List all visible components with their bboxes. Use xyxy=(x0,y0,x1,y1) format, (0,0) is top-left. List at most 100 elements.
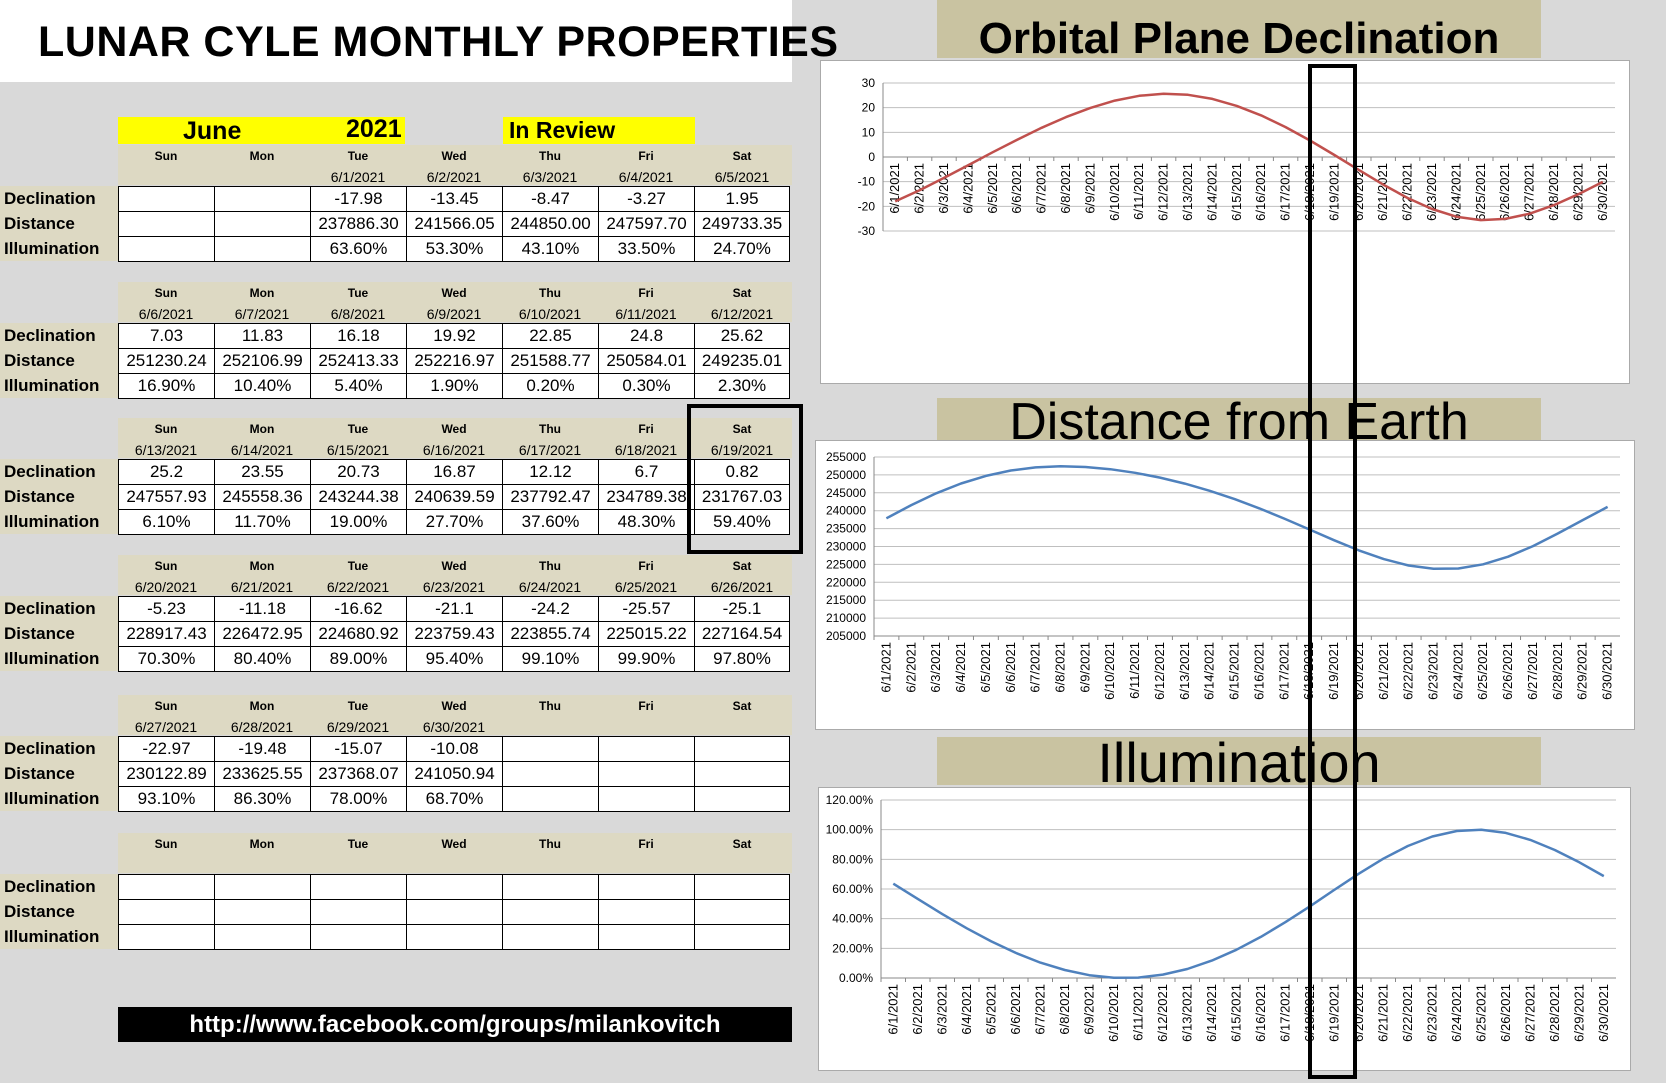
x-tick-label: 6/11/2021 xyxy=(1130,984,1145,1041)
cell-distance: 251230.24 xyxy=(118,348,214,373)
cell-declination: 16.87 xyxy=(406,459,502,484)
chart-distance-svg: 255000 250000 245000 240000 235000 230000 2250… xyxy=(826,450,1620,700)
y-tick-label: 210000 xyxy=(826,611,866,625)
day-name: Thu xyxy=(539,422,561,436)
x-tick-label: 6/4/2021 xyxy=(959,984,974,1035)
x-tick-label: 6/22/2021 xyxy=(1400,163,1415,221)
cell-declination xyxy=(694,874,790,899)
day-name: Sun xyxy=(154,837,178,851)
y-tick-label: 60.00% xyxy=(832,882,873,896)
y-tick-label: 245000 xyxy=(826,486,866,500)
cell-distance: 225015.22 xyxy=(598,621,694,646)
cell-distance: 251588.77 xyxy=(502,348,598,373)
cell-illumination: 0.20% xyxy=(502,373,598,399)
row-label-illumination: Illumination xyxy=(0,236,118,261)
x-tick-label: 6/7/2021 xyxy=(1028,642,1043,693)
day-name: Sun xyxy=(154,559,178,573)
day-name: Sat xyxy=(732,149,752,163)
cell-illumination: 5.40% xyxy=(310,373,406,399)
day-name: Sun xyxy=(154,286,178,300)
week-header: Sun 6/20/2021 Mon 6/21/2021 Tue 6/22/2021 Wed 6… xyxy=(118,555,792,595)
cell-declination: 16.18 xyxy=(310,323,406,348)
x-tick-label: 6/29/2021 xyxy=(1570,163,1585,221)
cell-declination: -8.47 xyxy=(502,186,598,211)
cell-illumination: 63.60% xyxy=(310,236,406,262)
x-tick-label: 6/8/2021 xyxy=(1057,984,1072,1035)
y-tick-label: 230000 xyxy=(826,540,866,554)
x-tick-label: 6/22/2021 xyxy=(1401,642,1416,700)
x-tick-label: 6/15/2021 xyxy=(1229,163,1244,221)
row-label-distance: Distance xyxy=(0,348,118,373)
x-tick-label: 6/27/2021 xyxy=(1525,642,1540,700)
cell-illumination: 43.10% xyxy=(502,236,598,262)
cell-illumination: 37.60% xyxy=(502,509,598,535)
day-name: Thu xyxy=(539,699,561,713)
series-line xyxy=(894,92,1604,222)
cell-illumination: 97.80% xyxy=(694,646,790,672)
day-date: 6/4/2021 xyxy=(618,169,674,185)
day-name: Tue xyxy=(347,559,369,573)
cell-distance xyxy=(502,761,598,786)
cell-illumination: 11.70% xyxy=(214,509,310,535)
x-tick-label: 6/30/2021 xyxy=(1596,984,1611,1042)
chart-title-illumination: Illumination xyxy=(937,737,1541,785)
cell-declination xyxy=(406,874,502,899)
cell-distance: 252216.97 xyxy=(406,348,502,373)
cell-illumination: 70.30% xyxy=(118,646,214,672)
x-tick-label: 6/13/2021 xyxy=(1179,984,1194,1042)
cell-declination: -25.1 xyxy=(694,596,790,621)
day-name: Sat xyxy=(732,559,752,573)
y-tick-label: 255000 xyxy=(826,450,866,464)
footer-link[interactable]: http://www.facebook.com/groups/milankovi… xyxy=(118,1007,792,1042)
cell-declination xyxy=(502,736,598,761)
series-line xyxy=(885,465,1609,571)
cell-distance: 230122.89 xyxy=(118,761,214,786)
day-name: Wed xyxy=(441,837,467,851)
cell-distance xyxy=(694,899,790,924)
x-tick-label: 6/21/2021 xyxy=(1375,163,1390,221)
x-tick-label: 6/24/2021 xyxy=(1449,984,1464,1042)
chart-title-declination-text: Orbital Plane Declination xyxy=(978,14,1500,58)
cell-declination: -5.23 xyxy=(118,596,214,621)
x-tick-label: 6/2/2021 xyxy=(912,163,927,214)
x-tick-label: 6/28/2021 xyxy=(1547,984,1562,1042)
day-date: 6/19/2021 xyxy=(710,442,774,458)
x-tick-label: 6/27/2021 xyxy=(1522,163,1537,221)
week-header: Sun 6/27/2021 Mon 6/28/2021 Tue 6/29/2021 Wed 6… xyxy=(118,695,792,735)
month-label: June xyxy=(183,117,242,145)
day-date: 6/18/2021 xyxy=(614,442,678,458)
day-date: 6/28/2021 xyxy=(230,719,294,735)
x-tick-label: 6/17/2021 xyxy=(1276,642,1291,700)
x-tick-label: 6/26/2021 xyxy=(1498,984,1513,1042)
x-tick-label: 6/3/2021 xyxy=(928,642,943,693)
x-tick-label: 6/7/2021 xyxy=(1032,984,1047,1035)
day-name: Thu xyxy=(539,149,561,163)
cell-illumination xyxy=(502,786,598,812)
day-date: 6/8/2021 xyxy=(330,306,386,322)
cell-distance: 249235.01 xyxy=(694,348,790,373)
day-date: 6/14/2021 xyxy=(230,442,294,458)
x-tick-label: 6/30/2021 xyxy=(1600,642,1615,700)
week-header: Sun 6/6/2021 Mon 6/7/2021 Tue 6/8/2021 Wed 6/9/… xyxy=(118,282,792,322)
day-date: 6/9/2021 xyxy=(426,306,482,322)
x-tick-label: 6/11/2021 xyxy=(1127,642,1142,699)
cell-declination: 11.83 xyxy=(214,323,310,348)
x-tick-label: 6/16/2021 xyxy=(1253,163,1268,221)
row-label-illumination: Illumination xyxy=(0,509,118,534)
x-tick-label: 6/13/2021 xyxy=(1180,163,1195,221)
cell-distance xyxy=(214,211,310,236)
x-tick-label: 6/7/2021 xyxy=(1034,163,1049,214)
day-name: Fri xyxy=(638,699,654,713)
y-tick-label: 30 xyxy=(862,76,876,90)
cell-illumination: 24.70% xyxy=(694,236,790,262)
row-label-declination: Declination xyxy=(0,323,118,348)
y-tick-label: 215000 xyxy=(826,593,866,607)
x-tick-label: 6/4/2021 xyxy=(953,642,968,693)
cell-declination: -21.1 xyxy=(406,596,502,621)
x-tick-label: 6/12/2021 xyxy=(1152,642,1167,700)
day-date: 6/5/2021 xyxy=(714,169,770,185)
day-date: 6/3/2021 xyxy=(522,169,578,185)
x-tick-label: 6/27/2021 xyxy=(1522,984,1537,1042)
cell-declination: -22.97 xyxy=(118,736,214,761)
day-date: 6/2/2021 xyxy=(426,169,482,185)
